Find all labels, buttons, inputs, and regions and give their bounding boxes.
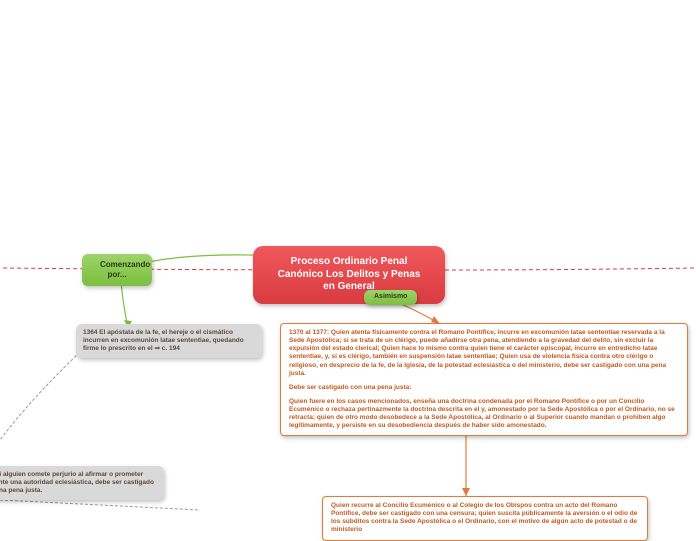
gray-node-2: Si alguien comete perjurio al afirmar o … — [0, 466, 164, 500]
orange1-p2: Debe ser castigado con una pena justa: — [289, 384, 679, 392]
orange2-text: Quien recurre al Concilio Ecuménico o al… — [331, 502, 637, 533]
gray-node-1: 1364 El apóstata de la fe, el hereje o e… — [76, 324, 262, 358]
comenzando-label: Comenzando por... — [100, 260, 150, 279]
gray1-text: 1364 El apóstata de la fe, el hereje o e… — [83, 329, 244, 352]
orange1-p1: 1370 al 1377: Quien atenta físicamente c… — [289, 329, 679, 378]
comenzando-node: Comenzando por... — [82, 254, 152, 286]
center-title: Proceso Ordinario Penal Canónico Los Del… — [278, 256, 421, 292]
orange-node-2: Quien recurre al Concilio Ecuménico o al… — [322, 496, 648, 541]
asimismo-node: Asimismo — [364, 290, 417, 305]
asimismo-label: Asimismo — [374, 293, 407, 300]
orange1-p3: Quien fuere en los casos mencionados, en… — [289, 398, 679, 431]
gray2-text: Si alguien comete perjurio al afirmar o … — [0, 471, 154, 494]
orange-node-1: 1370 al 1377: Quien atenta físicamente c… — [280, 323, 688, 436]
